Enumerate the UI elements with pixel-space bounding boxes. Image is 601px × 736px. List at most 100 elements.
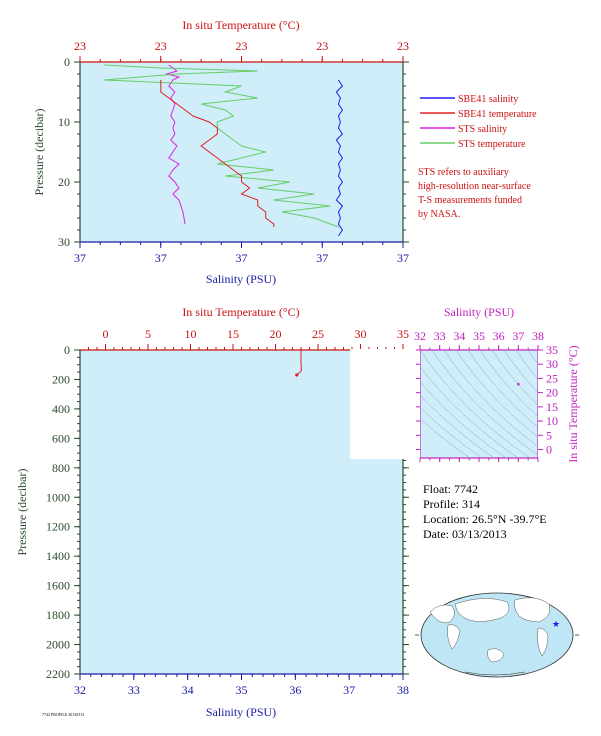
near-surface-legend: SBE41 salinity SBE41 temperature STS sal… (420, 94, 537, 150)
full-salinity-tick-label: 33 (128, 683, 140, 697)
temp-tick-label: 23 (316, 39, 328, 53)
pressure-tick-label: 20 (58, 175, 70, 189)
full-pressure-tick-label: 1400 (46, 549, 70, 563)
world-map: ★ (415, 592, 579, 678)
location: Location: 26.5°N -39.7°E (423, 512, 547, 526)
float-position-star-icon: ★ (552, 619, 560, 629)
legend-label-sts-salinity: STS salinity (458, 124, 507, 135)
near-surface-axes: 23 23 23 23 23 37 37 37 37 37 0 10 20 30 (58, 39, 409, 265)
pressure-tick-label: 30 (58, 235, 70, 249)
ts-density-contours (350, 349, 601, 459)
full-temp-tick-label: 15 (227, 327, 239, 341)
ts-temp-tick-label: 20 (546, 386, 558, 400)
legend-label-sbe41-salinity: SBE41 salinity (458, 94, 518, 105)
series-line-sbe41-temperature (160, 80, 275, 227)
ts-temp-axis-title: In situ Temperature (°C) (566, 345, 580, 462)
salinity-tick-label: 37 (397, 251, 409, 265)
land-antarctica (464, 671, 526, 676)
sts-note-line-1: STS refers to auxiliary (418, 167, 509, 178)
pressure-tick-label: 10 (58, 115, 70, 129)
land-australia (487, 648, 505, 663)
full-temp-tick-label: 10 (185, 327, 197, 341)
land-south-america (537, 627, 549, 657)
full-pressure-tick-label: 2200 (46, 667, 70, 681)
sts-note: STS refers to auxiliary high-resolution … (418, 167, 531, 220)
pressure-tick-label: 0 (64, 55, 70, 69)
full-pressure-tick-label: 1000 (46, 490, 70, 504)
full-pressure-tick-label: 0 (64, 343, 70, 357)
full-temp-tick-label: 5 (145, 327, 151, 341)
density-contour (419, 349, 531, 459)
ts-temp-tick-label: 0 (546, 442, 552, 456)
ts-salinity-tick-label: 35 (473, 329, 485, 343)
land-eurasia-west (429, 604, 455, 624)
full-salinity-tick-label: 35 (236, 683, 248, 697)
full-temp-tick-label: 30 (355, 327, 367, 341)
full-pressure-tick-label: 1600 (46, 579, 70, 593)
full-pressure-tick-label: 1200 (46, 520, 70, 534)
full-temp-tick-label: 0 (103, 327, 109, 341)
ts-temp-tick-label: 25 (546, 371, 558, 385)
near-surface-series-group (104, 64, 344, 237)
full-salinity-tick-label: 38 (397, 683, 409, 697)
top-salinity-axis-title: Salinity (PSU) (206, 272, 276, 286)
ts-salinity-tick-label: 38 (532, 329, 544, 343)
full-salinity-tick-label: 32 (74, 683, 86, 697)
full-temp-tick-label: 25 (312, 327, 324, 341)
profile-number: Profile: 314 (423, 497, 480, 511)
ts-mask-right (538, 349, 601, 459)
full-salinity-tick-label: 37 (343, 683, 355, 697)
legend-label-sbe41-temperature: SBE41 temperature (458, 109, 537, 120)
land-africa (447, 624, 461, 650)
full-pressure-tick-label: 400 (52, 402, 70, 416)
sts-note-line-4: by NASA. (418, 209, 460, 220)
sts-note-line-3: T-S measurements funded (418, 195, 522, 206)
near-surface-plot-area (80, 62, 403, 242)
ts-salinity-axis-title: Salinity (PSU) (444, 305, 514, 319)
salinity-tick-label: 37 (155, 251, 167, 265)
ts-point (517, 382, 520, 386)
ts-temp-tick-label: 5 (546, 428, 552, 442)
full-pressure-tick-label: 2000 (46, 638, 70, 652)
series-line-sts-salinity (164, 64, 186, 225)
ts-salinity-tick-label: 36 (493, 329, 505, 343)
ts-salinity-tick-label: 34 (453, 329, 465, 343)
full-series-end-point (295, 373, 299, 377)
full-pressure-tick-label: 800 (52, 461, 70, 475)
map-land (429, 597, 551, 676)
density-contour (431, 349, 543, 459)
full-pressure-tick-label: 600 (52, 431, 70, 445)
temp-tick-label: 23 (74, 39, 86, 53)
legend-label-sts-temperature: STS temperature (458, 139, 526, 150)
float-id: Float: 7742 (423, 482, 478, 496)
salinity-tick-label: 37 (316, 251, 328, 265)
series-line-sts-temperature (104, 64, 339, 228)
full-depth-plot-area (80, 350, 403, 674)
ts-mask-left (350, 349, 420, 459)
series-line-sbe41-salinity (335, 79, 344, 237)
ts-temp-tick-label: 30 (546, 357, 558, 371)
ts-temp-tick-label: 10 (546, 414, 558, 428)
top-pressure-axis-title: Pressure (decibar) (32, 109, 46, 196)
top-temp-axis-title: In situ Temperature (°C) (182, 18, 299, 32)
full-salinity-tick-label: 36 (289, 683, 301, 697)
full-temp-tick-label: 35 (397, 327, 409, 341)
salinity-tick-label: 37 (74, 251, 86, 265)
land-asia (454, 598, 510, 622)
temp-tick-label: 23 (155, 39, 167, 53)
temp-tick-label: 23 (397, 39, 409, 53)
full-pressure-tick-label: 200 (52, 372, 70, 386)
salinity-tick-label: 37 (236, 251, 248, 265)
full-temp-tick-label: 20 (270, 327, 282, 341)
ts-salinity-tick-label: 37 (512, 329, 524, 343)
full-salinity-tick-label: 34 (182, 683, 194, 697)
sts-note-line-2: high-resolution near-surface (418, 181, 531, 192)
ts-points-group (517, 382, 520, 386)
ts-temp-tick-label: 35 (546, 343, 558, 357)
ts-plot-area (419, 349, 539, 459)
float-info: Float: 7742 Profile: 314 Location: 26.5°… (423, 482, 547, 541)
ts-salinity-tick-label: 33 (434, 329, 446, 343)
